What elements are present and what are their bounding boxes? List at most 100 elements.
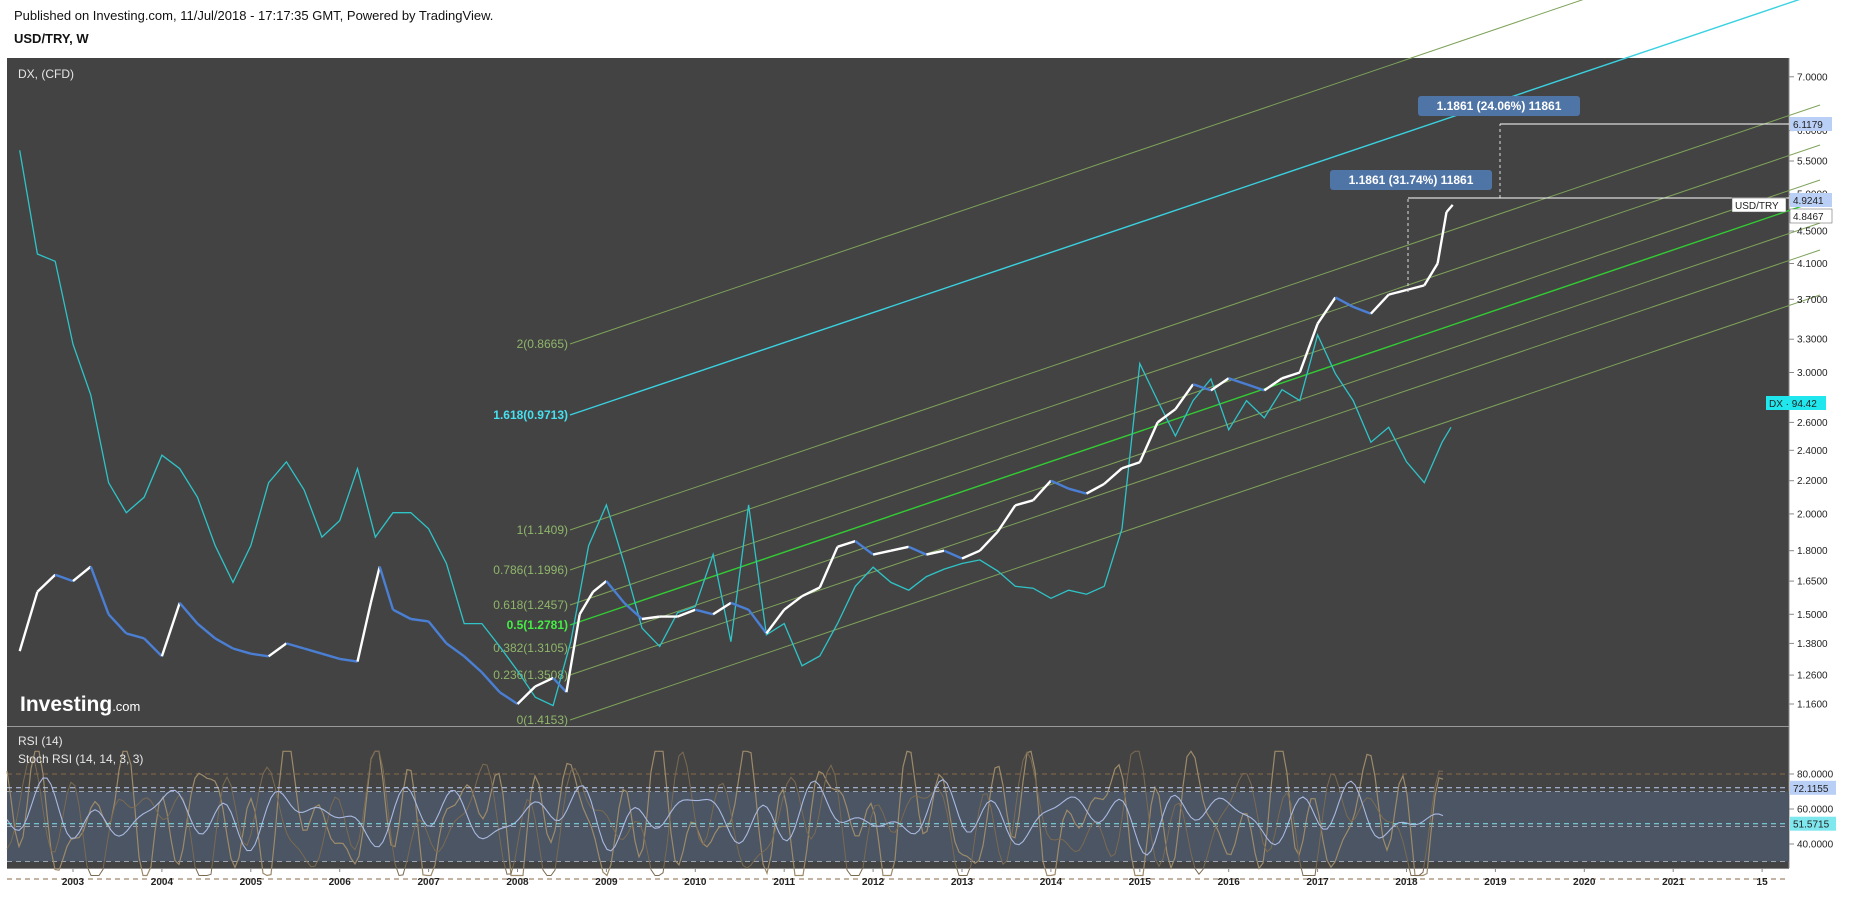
usdtry-segment[interactable]	[1246, 383, 1265, 392]
usdtry-segment[interactable]	[445, 642, 465, 658]
usdtry-segment[interactable]	[534, 676, 554, 688]
measurement-layer[interactable]: 1.1861 (31.74%) 11861 1.1861 (24.06%) 118…	[1330, 96, 1789, 292]
fib-level-line[interactable]	[569, 249, 1821, 676]
usdtry-segment[interactable]	[321, 652, 341, 661]
usdtry-segment[interactable]	[1423, 262, 1439, 287]
usdtry-segment[interactable]	[481, 671, 501, 694]
usdtry-segment[interactable]	[890, 545, 909, 552]
usdtry-segment[interactable]	[36, 573, 57, 593]
fib-level-line[interactable]	[569, 294, 1821, 721]
usdtry-segment[interactable]	[578, 591, 595, 615]
usdtry-segment[interactable]	[1281, 371, 1301, 380]
usdtry-segment[interactable]	[303, 647, 323, 655]
usdtry-segment[interactable]	[552, 677, 568, 694]
usdtry-segment[interactable]	[356, 602, 372, 662]
usdtry-segment[interactable]	[641, 615, 660, 621]
usdtry-segment[interactable]	[1014, 499, 1034, 507]
usdtry-segment[interactable]	[160, 602, 181, 657]
usdtry-segment[interactable]	[1156, 408, 1177, 424]
fib-level-line[interactable]	[569, 222, 1821, 649]
fib-level-line[interactable]	[569, 199, 1821, 626]
usdtry-segment[interactable]	[872, 549, 892, 556]
usdtry-segment[interactable]	[1370, 293, 1390, 315]
usdtry-segment[interactable]	[1388, 288, 1407, 296]
usdtry-segment[interactable]	[1436, 211, 1448, 264]
usdtry-segment[interactable]	[730, 601, 750, 611]
usdtry-segment[interactable]	[378, 566, 395, 611]
usdtry-segment[interactable]	[267, 642, 288, 658]
usdtry-segment[interactable]	[72, 565, 92, 583]
usdtry-segment[interactable]	[286, 642, 305, 650]
usdtry-segment[interactable]	[18, 591, 39, 652]
usdtry-segment[interactable]	[854, 540, 874, 556]
fib-level-line[interactable]	[569, 0, 1820, 416]
usdtry-segment[interactable]	[1263, 377, 1283, 392]
usdtry-segment[interactable]	[1050, 479, 1070, 490]
usdtry-segment[interactable]	[54, 573, 74, 583]
usdtry-segment[interactable]	[605, 580, 626, 604]
time-axis[interactable]: 2003 2004 2005 2006 2007 2008 2009 2010 2011 2012…	[62, 868, 1768, 888]
usdtry-segment[interactable]	[392, 608, 412, 621]
usdtry-segment[interactable]	[837, 539, 856, 548]
usdtry-segment[interactable]	[961, 549, 981, 560]
usdtry-segment[interactable]	[1406, 284, 1425, 292]
usdtry-segment[interactable]	[1334, 296, 1354, 308]
main-plot-area[interactable]	[7, 58, 1789, 726]
usdtry-segment[interactable]	[908, 545, 927, 556]
usdtry-segment[interactable]	[1085, 482, 1105, 495]
usdtry-segment[interactable]	[410, 617, 429, 623]
usdtry-segment[interactable]	[996, 504, 1017, 533]
usdtry-segment[interactable]	[1210, 377, 1230, 392]
usdtry-segment[interactable]	[801, 586, 821, 598]
usdtry-segment[interactable]	[1316, 296, 1337, 325]
usdtry-segment[interactable]	[89, 566, 110, 615]
usdtry-segment[interactable]	[694, 608, 714, 616]
usdtry-segment[interactable]	[1298, 323, 1319, 373]
usdtry-segment[interactable]	[592, 580, 608, 593]
measurement-box[interactable]	[1330, 170, 1492, 190]
usdtry-segment[interactable]	[427, 620, 448, 645]
usdtry-segment[interactable]	[499, 691, 519, 706]
usdtry-segment[interactable]	[125, 632, 145, 640]
usdtry-segment[interactable]	[926, 549, 945, 556]
fib-channel[interactable]: 2(0.8665) 1.618(0.9713) 1(1.1409) 0.786(1.1…	[493, 0, 1821, 727]
usdtry-series-layer[interactable]	[18, 204, 1454, 706]
fib-level-line[interactable]	[569, 179, 1821, 606]
usdtry-segment[interactable]	[1138, 421, 1159, 463]
measurement-box[interactable]	[1418, 96, 1580, 116]
usdtry-segment[interactable]	[1121, 461, 1141, 470]
price-axis[interactable]: 1.1600 1.2600 1.3800 1.5000 1.6500 1.8000 2.00…	[1789, 72, 1834, 851]
usdtry-segment[interactable]	[196, 622, 216, 640]
usdtry-segment[interactable]	[623, 602, 643, 620]
usdtry-segment[interactable]	[818, 546, 839, 588]
usdtry-segment[interactable]	[1068, 487, 1087, 495]
usdtry-segment[interactable]	[943, 549, 963, 560]
usdtry-segment[interactable]	[232, 647, 252, 655]
usdtry-segment[interactable]	[369, 566, 381, 604]
usdtry-segment[interactable]	[339, 657, 358, 663]
usdtry-segment[interactable]	[1174, 383, 1195, 410]
usdtry-segment[interactable]	[712, 601, 732, 616]
usdtry-segment[interactable]	[516, 685, 537, 705]
usdtry-segment[interactable]	[747, 608, 768, 635]
dx-series-layer[interactable]	[19, 150, 1452, 707]
usdtry-segment[interactable]	[1103, 467, 1123, 485]
usdtry-segment[interactable]	[107, 613, 128, 635]
usdtry-segment[interactable]	[1192, 383, 1212, 392]
fib-level-line[interactable]	[569, 144, 1821, 571]
usdtry-segment[interactable]	[978, 530, 999, 552]
fib-level-line[interactable]	[569, 104, 1821, 531]
usdtry-segment[interactable]	[1032, 479, 1052, 502]
usdtry-segment[interactable]	[1352, 305, 1372, 315]
usdtry-segment[interactable]	[1445, 204, 1454, 213]
usdtry-segment[interactable]	[565, 614, 581, 693]
usdtry-segment[interactable]	[250, 652, 269, 658]
dx-line[interactable]	[19, 150, 1452, 707]
usdtry-segment[interactable]	[143, 637, 163, 658]
usdtry-segment[interactable]	[677, 608, 696, 618]
usdtry-segment[interactable]	[1228, 377, 1247, 386]
fib-level-line[interactable]	[569, 0, 1820, 345]
usdtry-segment[interactable]	[765, 608, 786, 635]
usdtry-segment[interactable]	[783, 595, 803, 611]
